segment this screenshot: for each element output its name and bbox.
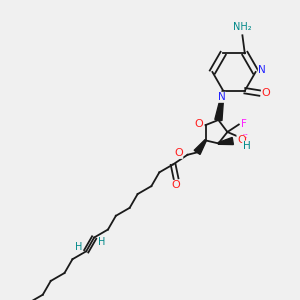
Text: O: O: [261, 88, 270, 98]
Text: H: H: [243, 141, 250, 151]
Text: N: N: [258, 65, 266, 75]
Polygon shape: [215, 91, 224, 121]
Text: F: F: [242, 134, 248, 144]
Text: NH₂: NH₂: [233, 22, 252, 32]
Polygon shape: [218, 137, 233, 145]
Text: F: F: [241, 118, 247, 129]
Text: O: O: [172, 180, 181, 190]
Text: H: H: [75, 242, 82, 252]
Text: O: O: [174, 148, 183, 158]
Text: N: N: [218, 92, 226, 102]
Text: H: H: [98, 237, 106, 247]
Text: O: O: [237, 135, 246, 145]
Text: O: O: [194, 118, 203, 129]
Polygon shape: [194, 140, 206, 154]
